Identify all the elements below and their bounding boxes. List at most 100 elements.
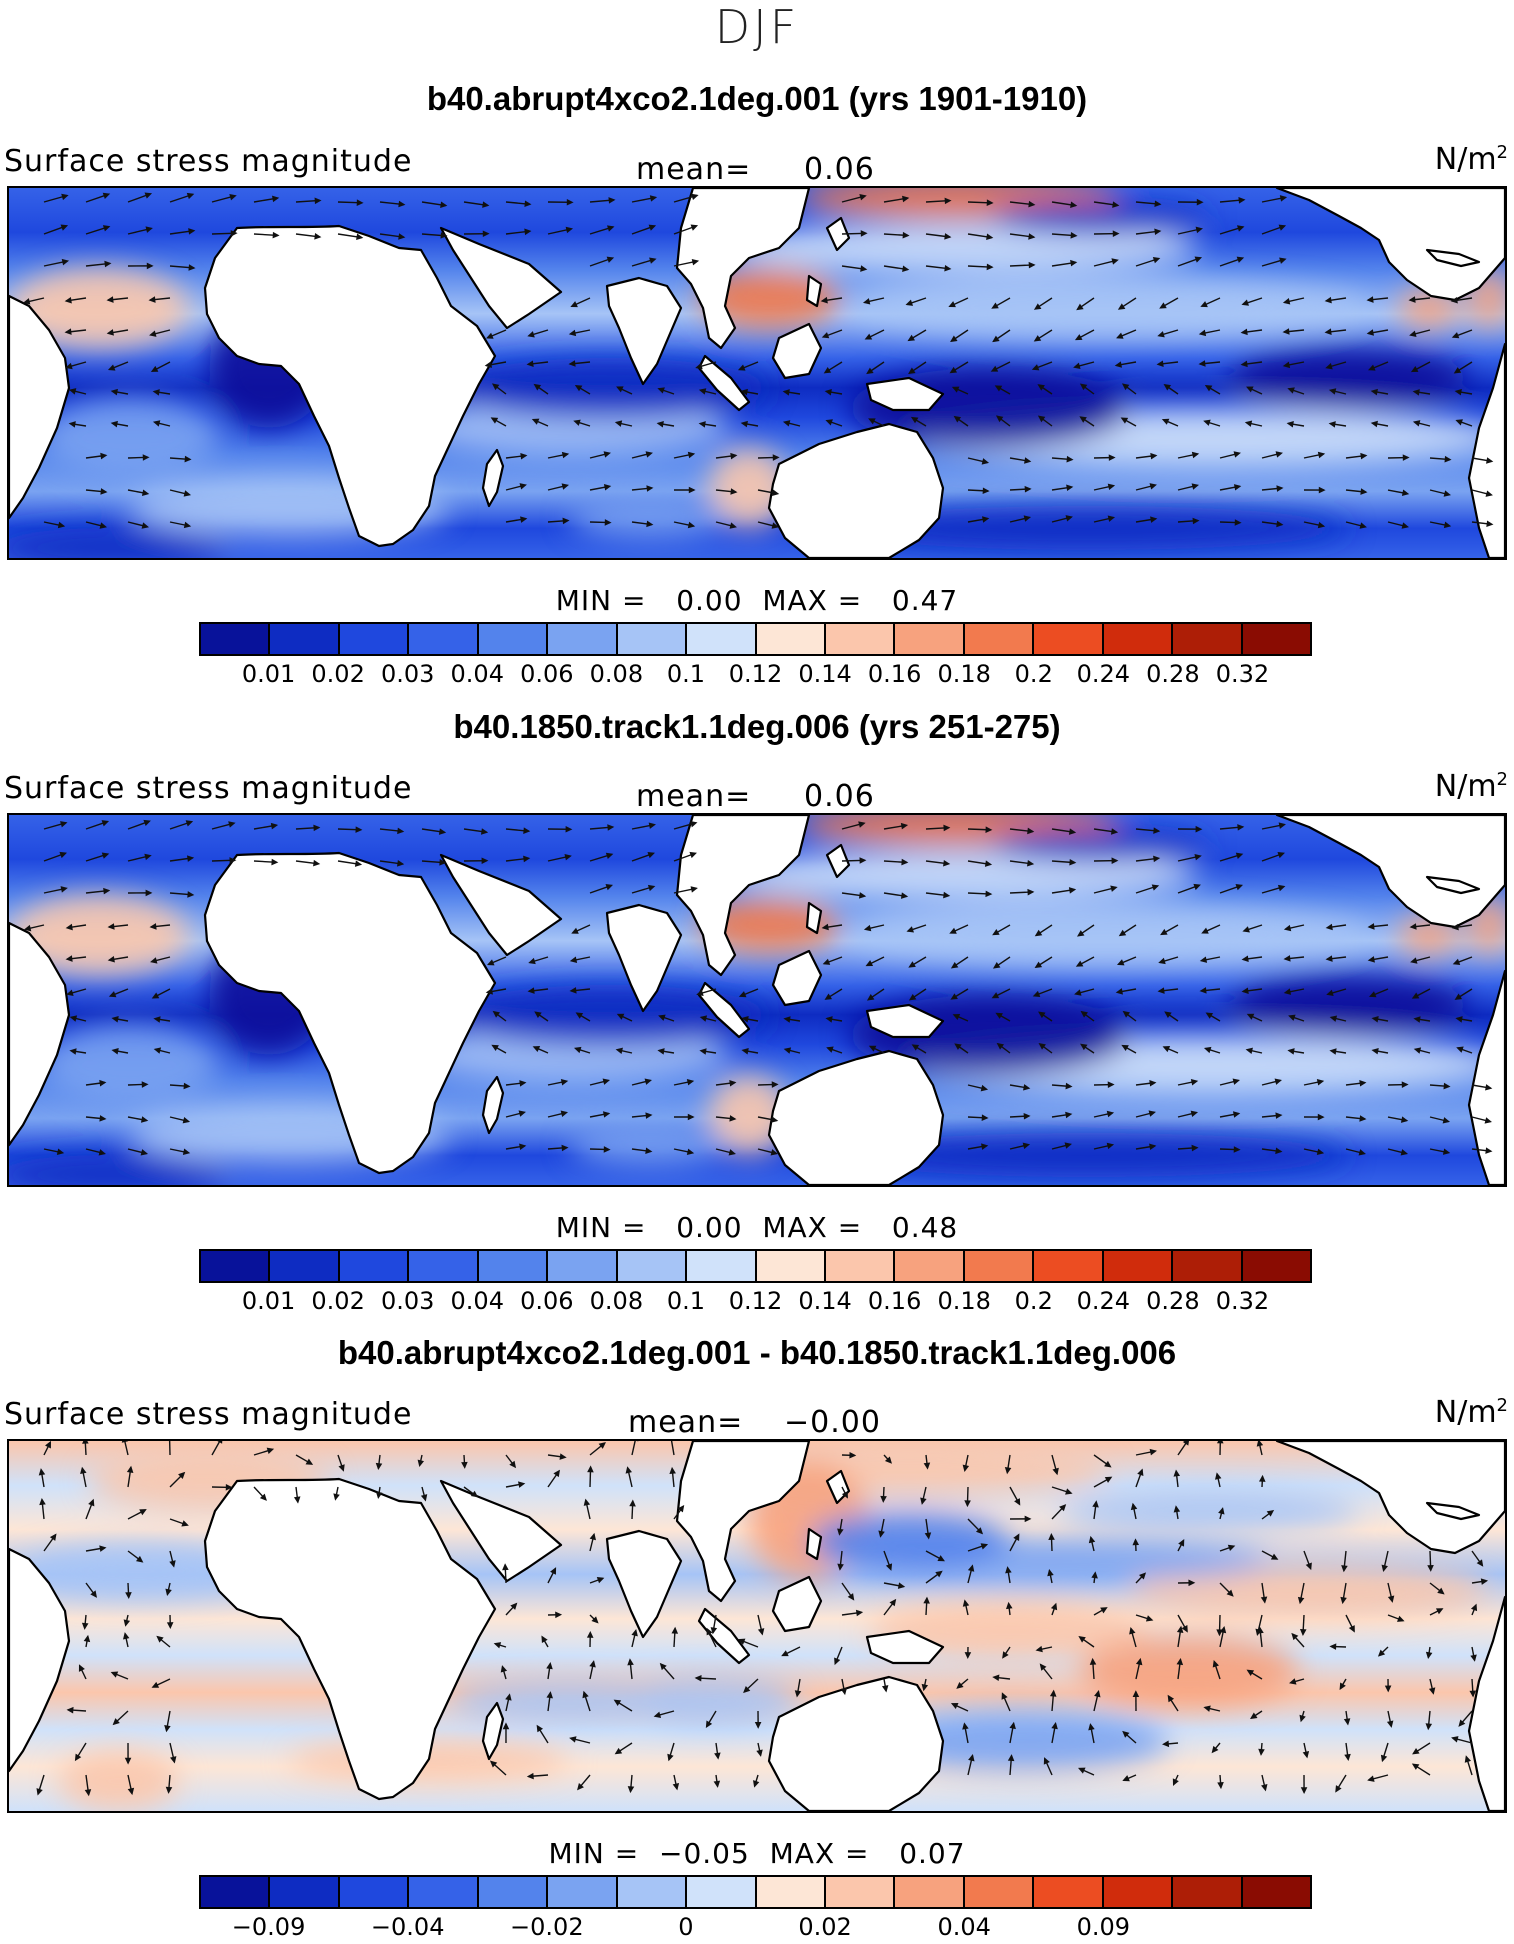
panel-2-colorbar [199,1249,1312,1283]
colorbar-tick-label: 0.04 [450,1287,504,1315]
colorbar-box [409,1877,479,1907]
colorbar-box [825,1251,896,1281]
colorbar-tick-label: 0.02 [311,660,365,688]
colorbar-box [617,624,688,654]
colorbar-box [201,624,271,654]
colorbar-box [617,1877,688,1907]
colorbar-box [1173,624,1243,654]
colorbar-tick-label: 0.08 [589,1287,644,1315]
colorbar-box [964,1877,1035,1907]
colorbar-tick-label: 0.08 [589,660,644,688]
colorbar-box [964,624,1035,654]
panel-1-max-value: 0.47 [891,584,959,617]
panel-3-min-value: −0.05 [659,1837,750,1870]
panel-2-map [7,813,1507,1187]
colorbar-tick-label: 0.02 [798,1913,852,1941]
colorbar-box [825,624,896,654]
panel-3-units: N/m2 [1434,1395,1508,1430]
colorbar-tick-label: 0.32 [1215,660,1270,688]
colorbar-box [756,624,826,654]
colorbar-tick-label: −0.02 [510,1913,584,1941]
panel-2-title: b40.1850.track1.1deg.006 (yrs 251-275) [453,708,1061,745]
colorbar-box [478,1251,549,1281]
colorbar-box [339,1251,410,1281]
panel-3-map-canvas [9,1441,1505,1811]
panel-2-variable-label: Surface stress magnitude [4,771,413,806]
figure-title: DJF [714,0,800,54]
colorbar-box [409,624,479,654]
panel-3-mean-value: −0.00 [784,1405,881,1440]
colorbar-box [1242,624,1310,654]
colorbar-tick-label: 0.14 [798,1287,852,1315]
colorbar-box [548,1877,618,1907]
colorbar-box [478,1877,549,1907]
colorbar-box [339,624,410,654]
colorbar-box [895,1877,965,1907]
panel-1-map-canvas [9,188,1505,558]
colorbar-tick-label: 0.16 [867,1287,922,1315]
colorbar-tick-label: 0.03 [380,660,435,688]
colorbar-tick-label: 0.2 [1014,1287,1053,1315]
panel-1-variable-label: Surface stress magnitude [4,144,413,179]
panel-3-max-label: MAX = [769,1837,870,1870]
colorbar-box [895,1251,965,1281]
colorbar-tick-label: 0.16 [867,660,922,688]
panel-1-colorbar [199,622,1312,656]
panel-1-map [7,186,1507,560]
colorbar-box [409,1251,479,1281]
colorbar-tick-label: 0.32 [1215,1287,1270,1315]
colorbar-box [1173,1877,1243,1907]
panel-3-mean-label: mean= [628,1405,744,1440]
colorbar-tick-label: −0.04 [370,1913,445,1941]
colorbar-box [1034,1877,1104,1907]
panel-2-min-value: 0.00 [676,1211,743,1244]
panel-1-minmax: MIN = 0.00 MAX = 0.47 [0,584,1514,617]
panel-1-max-label: MAX = [762,584,863,617]
colorbar-tick-label: 0.28 [1146,1287,1200,1315]
panel-3-variable-label: Surface stress magnitude [4,1397,413,1432]
colorbar-tick-label: 0.14 [798,660,852,688]
colorbar-tick-label: 0.04 [937,1913,991,1941]
colorbar-box [756,1877,826,1907]
colorbar-box [548,624,618,654]
panel-1-mean-value: 0.06 [804,152,875,187]
colorbar-box [756,1251,826,1281]
colorbar-box [270,624,340,654]
colorbar-tick-label: −0.09 [231,1913,306,1941]
colorbar-box [1103,624,1174,654]
colorbar-tick-label: 0.04 [450,660,504,688]
colorbar-tick-label: 0.01 [241,1287,296,1315]
panel-2-units: N/m2 [1434,769,1508,804]
panel-3-title: b40.abrupt4xco2.1deg.001 - b40.1850.trac… [337,1334,1177,1371]
panel-3-max-value: 0.07 [899,1837,966,1870]
colorbar-box [201,1251,271,1281]
colorbar-box [270,1251,340,1281]
panel-2-min-label: MIN = [555,1211,647,1244]
panel-3-min-label: MIN = [548,1837,640,1870]
panel-1-units: N/m2 [1434,142,1508,177]
colorbar-box [1242,1251,1310,1281]
colorbar-box [617,1251,688,1281]
colorbar-box [548,1251,618,1281]
colorbar-tick-label: 0.12 [728,660,783,688]
panel-3-map [7,1439,1507,1813]
colorbar-box [964,1251,1035,1281]
colorbar-box [1034,624,1104,654]
colorbar-box [1034,1251,1104,1281]
panel-1-min-value: 0.00 [676,584,743,617]
colorbar-box [201,1877,271,1907]
colorbar-box [1103,1251,1174,1281]
panel-2-mean-label: mean= [636,779,752,814]
colorbar-tick-label: 0.12 [728,1287,783,1315]
colorbar-box [687,1251,757,1281]
colorbar-box [687,1877,757,1907]
colorbar-box [825,1877,896,1907]
panel-3-minmax: MIN = −0.05 MAX = 0.07 [0,1837,1514,1870]
colorbar-tick-label: 0.28 [1146,660,1200,688]
panel-3-colorbar [199,1875,1312,1909]
panel-2-max-label: MAX = [762,1211,863,1244]
colorbar-box [1173,1251,1243,1281]
colorbar-box [270,1877,340,1907]
colorbar-tick-label: 0.1 [666,1287,706,1315]
panel-2-mean-value: 0.06 [804,779,875,814]
